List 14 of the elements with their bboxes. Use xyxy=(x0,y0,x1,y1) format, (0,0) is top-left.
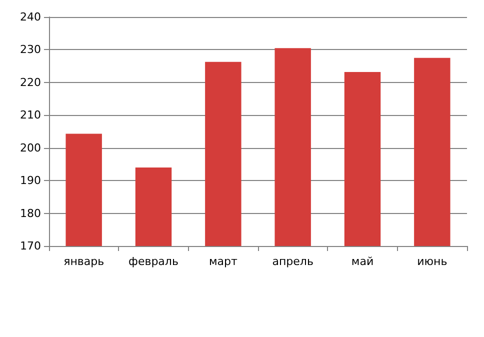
y-tick-label: 170 xyxy=(20,240,41,252)
x-tick-label: июнь xyxy=(417,255,448,268)
y-tick-label: 220 xyxy=(20,76,41,89)
x-tick-label: апрель xyxy=(272,255,314,268)
y-tick-label: 180 xyxy=(20,206,41,220)
x-tick-label: март xyxy=(208,255,238,268)
y-tick-label: 230 xyxy=(20,43,41,56)
x-tick-label: февраль xyxy=(128,255,178,268)
y-tick-label: 240 xyxy=(20,10,41,24)
x-tick-label: январь xyxy=(64,255,104,268)
y-tick-label: 190 xyxy=(20,174,41,188)
y-tick-label: 210 xyxy=(20,108,41,122)
y-tick-label: 200 xyxy=(20,141,41,154)
x-tick-label: май xyxy=(351,255,374,268)
